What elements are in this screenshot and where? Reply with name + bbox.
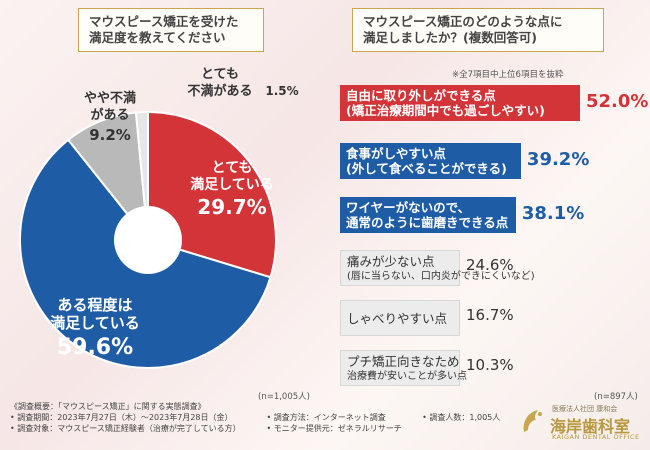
survey-summary: 《調査概要：「マウスピース矯正」に関する実態調査》 • 調査期間：2023年7月…	[10, 401, 500, 434]
bar-value-1: 39.2%	[526, 149, 590, 170]
bar-value-0: 52.0%	[586, 91, 649, 112]
bar-label-1: 食事がしやすい点	[346, 146, 446, 161]
pie-label-1-line-0: ある程度は	[57, 296, 132, 314]
pie-value-1: 59.6%	[57, 335, 133, 360]
bar-0: 自由に取り外しができる点 (矯正治療期間中でも過ごしやすい)	[340, 85, 580, 121]
pie-center-hole	[114, 206, 182, 274]
bar-value-3: 24.6%	[466, 256, 514, 274]
clinic-english: KAIGAN DENTAL OFFICE	[552, 433, 640, 441]
bar-label-5: プチ矯正向きなため	[347, 354, 460, 369]
bar-sample-size: (n=897人)	[594, 392, 638, 402]
bar-value-5: 10.3%	[466, 356, 514, 374]
bar-sublabel-2: 通常のように歯磨きできる点	[346, 215, 509, 230]
survey-provider: • モニター提供元：ゼネラルリサーチ	[266, 424, 402, 433]
pie-sample-size: (n=1,005人)	[258, 392, 310, 402]
bar-sublabel-0: (矯正治療期間中でも過ごしやすい)	[346, 103, 545, 118]
survey-people: • 調査人数：1,005人	[422, 413, 501, 422]
bar-title-line-1: マウスピース矯正のどのような点に	[363, 14, 563, 29]
pie-label-0-line-1: 満足している	[190, 176, 274, 193]
dolphin-icon	[523, 410, 542, 432]
pie-label-0-line-0: とても	[212, 160, 253, 176]
pie-title-line-1: マウスピース矯正を受けた	[89, 14, 239, 29]
survey-target: • 調査対象：マウスピース矯正経験者（治療が完了している方）	[10, 424, 241, 433]
survey-method: • 調査方法：インターネット調査	[266, 413, 386, 422]
pie-label-3-line-1: 不満がある	[187, 83, 252, 99]
clinic-sub: 医療法人社団 康和会	[552, 405, 618, 413]
bar-value-4: 16.7%	[466, 306, 514, 324]
bar-sublabel-1: (外して食べることができる)	[346, 161, 507, 176]
bar-label-4: しゃべりやすい点	[347, 311, 448, 326]
pie-title: マウスピース矯正を受けた 満足度を教えてください	[78, 8, 264, 52]
pie-label-3-line-0: とても	[201, 67, 239, 82]
pie-label-2-line-1: がある	[90, 107, 129, 123]
bar-title: マウスピース矯正のどのような点に 満足しましたか？(複数回答可)	[352, 8, 604, 52]
bar-3: 痛みが少ない点 (唇に当らない、口内炎ができにくいなど)	[340, 250, 535, 286]
pie-chart: とても満足している29.7%ある程度は満足している59.6%やや不満がある9.2…	[19, 67, 299, 369]
bar-label-0: 自由に取り外しができる点	[346, 88, 496, 103]
pie-label-1-line-1: 満足している	[50, 314, 140, 332]
bar-5: プチ矯正向きなため治療費が安いことが多い点	[340, 350, 467, 386]
pie-value-2: 9.2%	[89, 126, 131, 144]
bar-title-line-2: 満足しましたか？(複数回答可)	[363, 30, 537, 45]
bar-note: ※全7項目中上位6項目を抜粋	[452, 70, 564, 80]
bar-1: 食事がしやすい点 (外して食べることができる)	[340, 143, 521, 179]
bar-sublabel-5: 治療費が安いことが多い点	[347, 371, 467, 382]
pie-value-3: 1.5%	[265, 84, 298, 98]
survey-period: • 調査期間：2023年7月27日（木）～2023年7月28日（金）	[10, 413, 233, 422]
bar-2: ワイヤーがないので、 通常のように歯磨きできる点	[340, 197, 516, 233]
bar-value-2: 38.1%	[521, 203, 585, 224]
survey-heading: 《調査概要：「マウスピース矯正」に関する実態調査》	[10, 402, 206, 411]
bar-label-3: 痛みが少ない点	[347, 254, 435, 269]
bar-sublabel-3: (唇に当らない、口内炎ができにくいなど)	[347, 271, 535, 282]
pie-title-line-2: 満足度を教えてください	[89, 30, 226, 45]
clinic-name: 海岸歯科室	[550, 417, 631, 436]
bar-label-2: ワイヤーがないので、	[346, 200, 471, 215]
pie-label-2-line-0: やや不満	[84, 90, 136, 106]
pie-value-0: 29.7%	[197, 195, 266, 219]
bar-4: しゃべりやすい点	[340, 300, 460, 336]
